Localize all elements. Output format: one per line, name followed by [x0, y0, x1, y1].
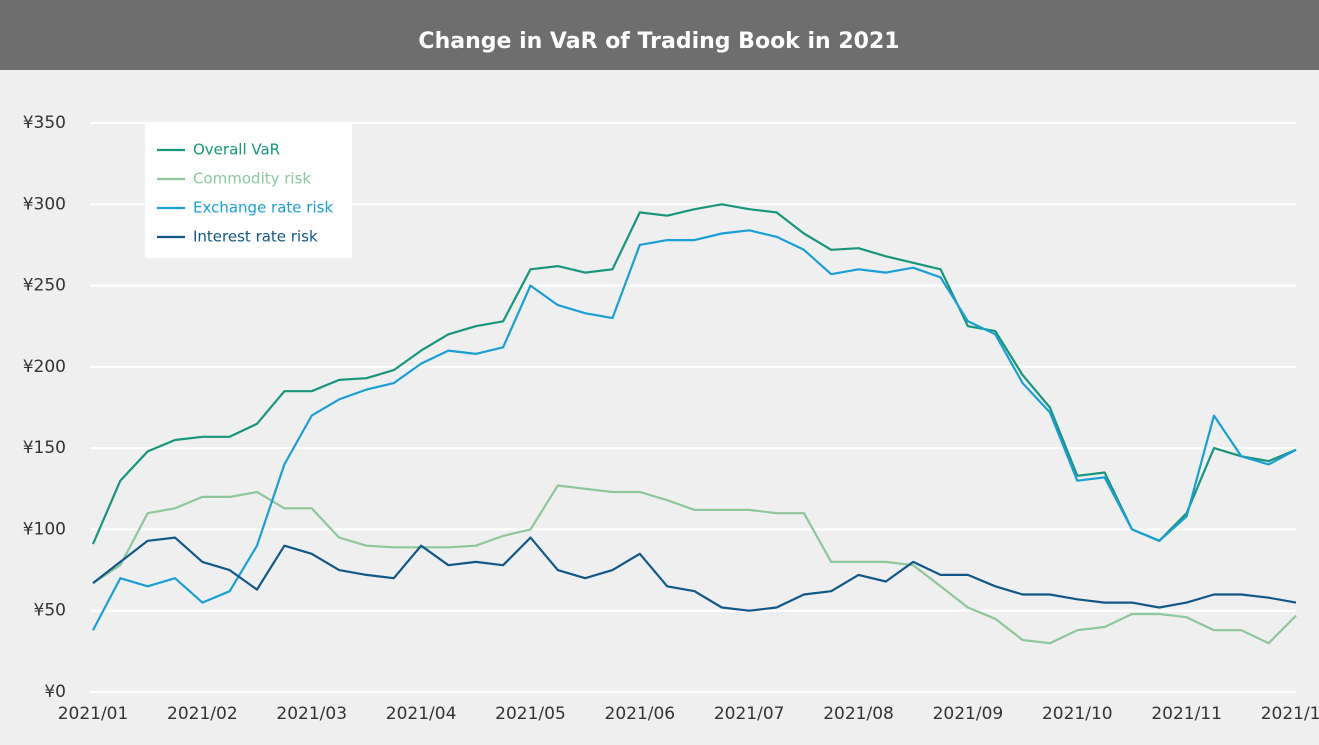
x-tick-label: 2021/10 [1042, 704, 1113, 724]
legend-label: Commodity risk [193, 170, 311, 188]
x-tick-label: 2021/06 [605, 704, 676, 724]
legend-label: Exchange rate risk [193, 199, 333, 217]
y-tick-label: ¥100 [23, 519, 66, 539]
x-tick-label: 2021/01 [58, 704, 129, 724]
legend-label: Overall VaR [193, 141, 280, 159]
y-tick-label: ¥350 [23, 113, 66, 133]
x-tick-label: 2021/09 [933, 704, 1004, 724]
y-tick-label: ¥250 [23, 276, 66, 296]
legend-box [145, 124, 352, 258]
title-bar [0, 0, 1319, 70]
x-tick-label: 2021/05 [495, 704, 566, 724]
x-tick-label: 2021/12 [1261, 704, 1319, 724]
data-line [92, 536, 1297, 612]
legend-label: Interest rate risk [193, 228, 318, 246]
chart-title: Change in VaR of Trading Book in 2021 [418, 29, 899, 54]
y-tick-label: ¥200 [23, 357, 66, 377]
x-tick-label: 2021/04 [386, 704, 457, 724]
x-tick-label: 2021/02 [167, 704, 238, 724]
y-tick-label: ¥300 [23, 194, 66, 214]
x-tick-label: 2021/07 [714, 704, 785, 724]
x-tick-label: 2021/11 [1151, 704, 1222, 724]
data-line [91, 203, 1297, 545]
y-tick-label: ¥0 [44, 682, 66, 702]
x-tick-label: 2021/03 [276, 704, 347, 724]
y-tick-label: ¥150 [23, 438, 66, 458]
y-tick-label: ¥50 [34, 601, 66, 621]
data-line [92, 484, 1297, 645]
data-line [92, 229, 1297, 631]
x-tick-label: 2021/08 [823, 704, 894, 724]
